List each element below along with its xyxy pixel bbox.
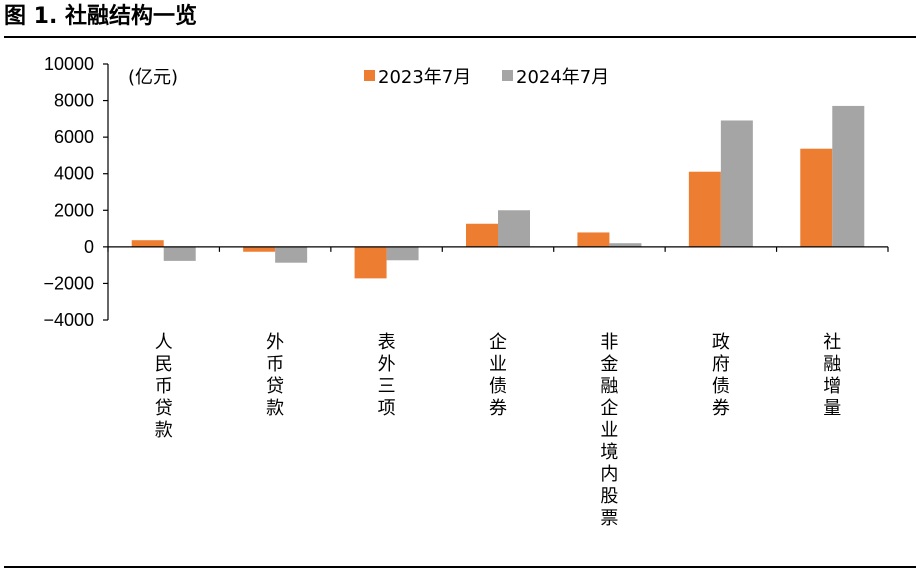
category-labels-group: 人民币贷款 外币贷款 表外三项 企业债券 非金融企业境内股票 政府债券 社融增量: [155, 332, 842, 529]
y-ticks-group: 10000 8000 6000 4000 2000 0 −2000 −4000: [43, 54, 108, 330]
bars-group: [107, 105, 889, 279]
legend-swatch: [502, 70, 513, 81]
y-tick-label: 6000: [54, 127, 94, 147]
bar-series-2-2: [386, 246, 419, 261]
y-tick-label: −4000: [43, 310, 94, 330]
bar-series-2-5: [720, 120, 753, 247]
unit-label: (亿元): [128, 67, 178, 88]
category-label: 外币贷款: [266, 332, 284, 419]
category-label: 表外三项: [378, 332, 396, 419]
y-tick-label: 4000: [54, 164, 94, 184]
legend-swatch: [364, 70, 375, 81]
y-tick-label: 10000: [44, 54, 94, 74]
bar-series-1-2: [354, 246, 387, 279]
bar-series-1-1: [243, 246, 276, 252]
bar-series-1-4: [577, 232, 610, 247]
bar-series-2-0: [163, 246, 196, 261]
bar-series-1-6: [800, 148, 833, 247]
category-label: 非金融企业境内股票: [600, 332, 618, 529]
bar-series-2-4: [609, 243, 642, 247]
bar-series-1-5: [688, 171, 721, 247]
y-tick-label: −2000: [43, 273, 94, 293]
legend-label: 2024年7月: [516, 67, 609, 88]
y-tick-label: 0: [84, 237, 94, 257]
bar-series-2-6: [832, 105, 865, 247]
bar-series-2-3: [498, 210, 530, 247]
figure-title: 图 1. 社融结构一览: [4, 4, 197, 29]
category-label: 人民币贷款: [155, 332, 173, 441]
bar-series-2-1: [275, 246, 308, 263]
bar-series-1-0: [131, 240, 164, 247]
legend-label: 2023年7月: [378, 67, 471, 88]
legend: 2023年7月 2024年7月: [364, 67, 609, 88]
top-rule: [4, 36, 916, 38]
category-label: 企业债券: [489, 332, 507, 419]
category-label: 政府债券: [712, 332, 730, 419]
y-tick-label: 2000: [54, 200, 94, 220]
bar-series-1-3: [466, 223, 498, 247]
bottom-rule: [4, 566, 916, 568]
category-label: 社融增量: [823, 332, 841, 419]
y-tick-label: 8000: [54, 91, 94, 111]
